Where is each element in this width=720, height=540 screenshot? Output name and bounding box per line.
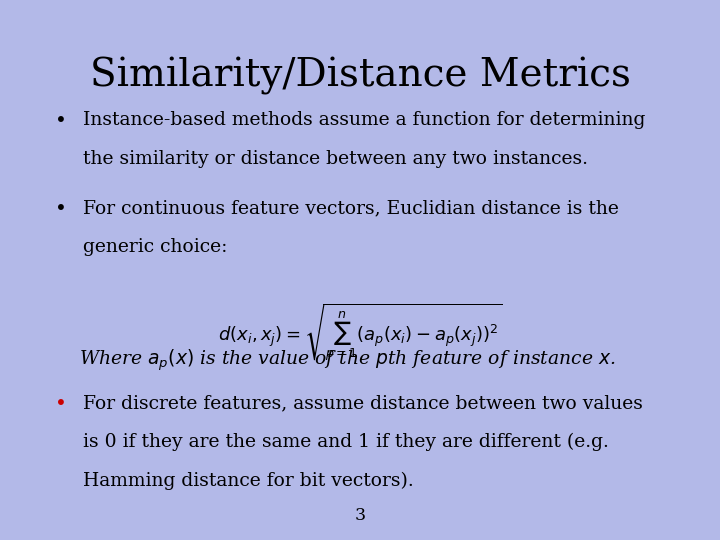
Text: For discrete features, assume distance between two values: For discrete features, assume distance b… <box>83 394 643 412</box>
Text: •: • <box>55 199 67 218</box>
Text: •: • <box>55 394 67 413</box>
Text: generic choice:: generic choice: <box>83 238 228 256</box>
Text: •: • <box>55 111 67 130</box>
Text: $d(x_i, x_j) = \sqrt{\sum_{p=1}^{n}(a_p(x_i)-a_p(x_j))^2}$: $d(x_i, x_j) = \sqrt{\sum_{p=1}^{n}(a_p(… <box>218 301 502 363</box>
Text: Hamming distance for bit vectors).: Hamming distance for bit vectors). <box>83 472 413 490</box>
Text: 3: 3 <box>354 507 366 524</box>
Text: the similarity or distance between any two instances.: the similarity or distance between any t… <box>83 150 588 167</box>
Text: Where $a_p(x)$ is the value of the $p$th feature of instance $x$.: Where $a_p(x)$ is the value of the $p$th… <box>79 347 616 373</box>
Text: Instance-based methods assume a function for determining: Instance-based methods assume a function… <box>83 111 645 129</box>
Text: is 0 if they are the same and 1 if they are different (e.g.: is 0 if they are the same and 1 if they … <box>83 433 608 451</box>
Text: Similarity/Distance Metrics: Similarity/Distance Metrics <box>89 57 631 94</box>
Text: For continuous feature vectors, Euclidian distance is the: For continuous feature vectors, Euclidia… <box>83 199 618 217</box>
